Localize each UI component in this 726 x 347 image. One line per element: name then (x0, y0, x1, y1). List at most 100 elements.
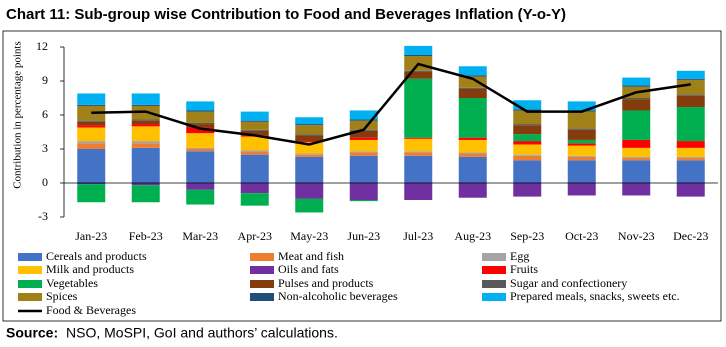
bar-segment (349, 110, 378, 120)
food-beverages-line (91, 62, 691, 146)
bar-segment (622, 183, 651, 196)
source-text: NSO, MoSPI, GoI and authors’ calculation… (66, 325, 338, 341)
bar-segment (186, 183, 215, 190)
bar-segment (458, 76, 487, 88)
bar-segment (240, 193, 269, 206)
x-tick-label: Jan-23 (75, 229, 107, 243)
bar-segment (567, 160, 596, 183)
bar-segment (186, 124, 215, 128)
legend-swatch (18, 293, 42, 301)
bar-segment (77, 127, 106, 142)
bar-segment (676, 107, 705, 142)
bar-segment (513, 110, 542, 125)
legend-label: Prepared meals, snacks, sweets etc. (510, 289, 680, 303)
y-tick-label: 9 (42, 73, 48, 87)
bar-segment (458, 88, 487, 98)
bar-segment (513, 100, 542, 110)
bar-segment (404, 71, 433, 79)
bar-segment (404, 151, 433, 153)
bar-segment (131, 120, 160, 125)
bar-segment (622, 158, 651, 161)
bar-segment (513, 141, 542, 145)
bar-segment (513, 134, 542, 142)
bar-segment (567, 101, 596, 111)
bar-segment (458, 139, 487, 153)
bar-segment (458, 156, 487, 183)
bar-segment (186, 101, 215, 111)
y-tick-label: -3 (38, 209, 48, 223)
bar-segment (77, 105, 106, 121)
bar-segment (295, 134, 324, 136)
bar-segment (567, 128, 596, 130)
bar-segment (131, 185, 160, 203)
legend-label: Spices (46, 289, 78, 303)
bar-segment (676, 70, 705, 79)
bar-segment (240, 154, 269, 183)
bar-segment (295, 124, 324, 126)
bar-segment (513, 155, 542, 161)
bar-segment (567, 139, 596, 144)
bar-segment (77, 121, 106, 126)
y-tick-label: 3 (42, 141, 48, 155)
bar-segment (513, 144, 542, 155)
bar-segment (513, 109, 542, 111)
bar-segment (295, 153, 324, 155)
bar-segment (404, 54, 433, 57)
bar-segment (349, 200, 378, 202)
bar-segment (349, 183, 378, 200)
legend-label: Egg (510, 249, 529, 263)
bar-segment (458, 153, 487, 157)
legend-label: Oils and fats (278, 262, 339, 276)
bar-segment (676, 156, 705, 159)
y-tick-label: 0 (42, 175, 48, 189)
bar-segment (295, 142, 324, 154)
x-tick-label: Dec-23 (673, 229, 708, 243)
bar-segment (567, 156, 596, 161)
bar-segment (186, 147, 215, 149)
legend-swatch (250, 280, 274, 288)
legend-swatch (250, 293, 274, 301)
bar-segment (404, 70, 433, 72)
legend-swatch (18, 253, 42, 261)
bar-segment (513, 154, 542, 156)
legend-swatch (18, 266, 42, 274)
bar-segment (131, 104, 160, 106)
bar-segment (295, 141, 324, 143)
bar-segment (404, 45, 433, 55)
bar-segment (186, 127, 215, 134)
frame (2, 30, 722, 322)
legend-label: Fruits (510, 262, 538, 276)
bar-segment (186, 133, 215, 148)
chart-title: Chart 11: Sub-group wise Contribution to… (6, 6, 566, 23)
bar-segment (349, 139, 378, 152)
legend-label: Pulses and products (278, 276, 374, 290)
bar-segment (240, 130, 269, 136)
bar-segment (295, 198, 324, 213)
bar-segment (295, 135, 324, 142)
bar-segment (404, 137, 433, 139)
bar-segment (295, 125, 324, 135)
legend-label: Food & Beverages (46, 303, 136, 317)
legend-label: Sugar and confectionery (510, 276, 627, 290)
bar-segment (77, 93, 106, 105)
x-tick-label: Feb-23 (129, 229, 163, 243)
x-tick-label: Aug-23 (454, 229, 491, 243)
bar-segment (458, 183, 487, 198)
bar-segment (77, 184, 106, 203)
bar-segment (77, 125, 106, 128)
legend-swatch (482, 266, 506, 274)
bar-segment (458, 152, 487, 154)
legend-swatch (482, 293, 506, 301)
bar-segment (404, 78, 433, 138)
bar-segment (77, 149, 106, 183)
bar-segment (622, 110, 651, 140)
bar-segment (676, 78, 705, 80)
bar-segment (567, 129, 596, 140)
bar-segment (295, 117, 324, 125)
bar-segment (295, 183, 324, 199)
bar-segment (131, 147, 160, 183)
bar-segment (622, 99, 651, 111)
legend-swatch (482, 280, 506, 288)
bar-segment (513, 124, 542, 126)
bar-segment (349, 119, 378, 121)
